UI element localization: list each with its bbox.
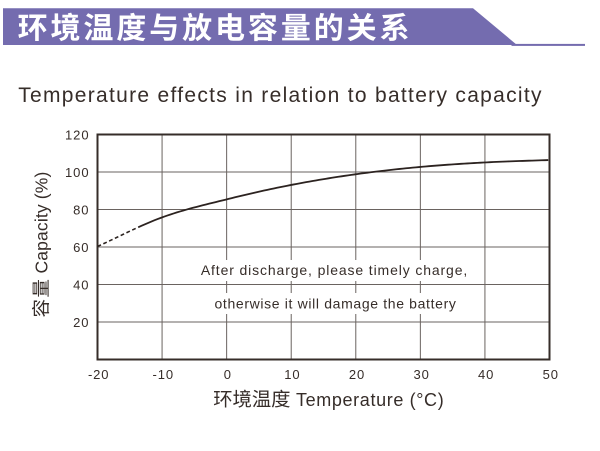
svg-text:otherwise it will damage the b: otherwise it will damage the battery bbox=[214, 296, 456, 312]
svg-text:60: 60 bbox=[73, 240, 89, 255]
svg-text:After discharge, please timely: After discharge, please timely charge, bbox=[201, 262, 468, 278]
svg-text:100: 100 bbox=[65, 165, 90, 180]
svg-text:Temperature (°C): Temperature (°C) bbox=[296, 390, 444, 410]
svg-text:120: 120 bbox=[65, 128, 90, 143]
svg-text:-20: -20 bbox=[88, 367, 110, 382]
svg-text:30: 30 bbox=[413, 367, 429, 382]
svg-text:Temperature effects in relatio: Temperature effects in relation to batte… bbox=[18, 84, 543, 107]
svg-text:0: 0 bbox=[224, 367, 232, 382]
svg-text:10: 10 bbox=[284, 367, 300, 382]
svg-text:Capacity (%): Capacity (%) bbox=[32, 172, 52, 274]
svg-text:40: 40 bbox=[73, 278, 89, 293]
svg-text:80: 80 bbox=[73, 203, 89, 218]
svg-text:20: 20 bbox=[349, 367, 365, 382]
svg-text:-10: -10 bbox=[153, 367, 175, 382]
svg-text:20: 20 bbox=[73, 315, 89, 330]
svg-text:50: 50 bbox=[543, 367, 559, 382]
svg-text:40: 40 bbox=[478, 367, 494, 382]
